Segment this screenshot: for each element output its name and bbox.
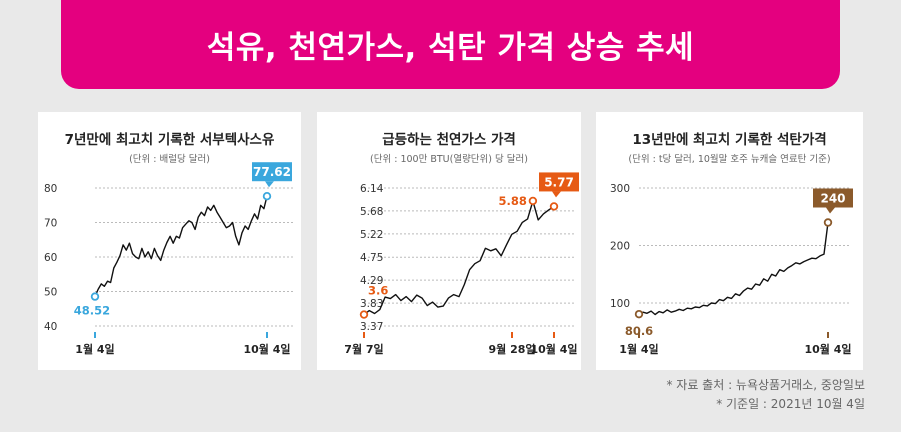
y-tick-label: 3.83: [360, 298, 383, 310]
y-tick-label: 5.68: [360, 206, 383, 218]
chart-title: 13년만에 최고치 기록한 석탄가격: [632, 131, 826, 148]
y-tick-label: 40: [44, 321, 57, 333]
end-value-label: 77.62: [253, 165, 291, 179]
y-tick-label: 70: [44, 218, 57, 230]
y-tick-label: 4.29: [360, 275, 383, 287]
y-tick-label: 200: [610, 241, 630, 253]
chart-title: 급등하는 천연가스 가격: [382, 131, 516, 148]
chart-subtitle: (단위 : 100만 BTU(열량단위) 당 달러): [370, 153, 528, 165]
y-tick-label: 80: [44, 183, 57, 195]
coal-chart: 13년만에 최고치 기록한 석탄가격 (단위 : t당 달러, 10월말 호주 뉴…: [610, 131, 853, 356]
start-point: [90, 292, 100, 301]
y-tick-label: 3.37: [360, 321, 383, 333]
gas-chart: 급등하는 천연가스 가격 (단위 : 100만 BTU(열량단위) 당 달러) 3.…: [344, 131, 579, 356]
date-note: * 기준일 : 2021년 10월 4일: [716, 397, 865, 411]
end-badge-pointer: [265, 181, 274, 188]
x-tick-label: 9월 28일: [488, 342, 535, 356]
end-point: [823, 218, 833, 227]
x-tick-label: 10월 4일: [804, 342, 851, 356]
peak-point: [528, 196, 538, 206]
y-tick-label: 60: [44, 252, 57, 264]
gas-chart-panel: 급등하는 천연가스 가격 (단위 : 100만 BTU(열량단위) 당 달러) 3.…: [317, 112, 581, 370]
x-tick-label: 10월 4일: [530, 342, 577, 356]
peak-value-label: 5.88: [499, 194, 527, 208]
start-value-label: 3.6: [368, 284, 388, 298]
end-value-badge: [539, 172, 579, 192]
y-tick-label: 4.75: [360, 252, 383, 264]
coal-chart-panel: 13년만에 최고치 기록한 석탄가격 (단위 : t당 달러, 10월말 호주 뉴…: [596, 112, 863, 370]
chart-title: 7년만에 최고치 기록한 서부텍사스유: [65, 131, 275, 148]
y-tick-label: 6.14: [360, 183, 384, 195]
y-tick-label: 100: [610, 298, 630, 310]
y-tick-label: 5.22: [360, 229, 383, 241]
start-point: [634, 309, 644, 319]
end-value-label: 240: [820, 192, 845, 206]
y-tick-label: 50: [44, 287, 57, 299]
end-value-badge: [252, 162, 292, 182]
series-line: [638, 222, 829, 316]
start-value-label: 80.6: [625, 324, 653, 338]
end-value-label: 5.77: [544, 175, 574, 189]
x-tick-label: 1월 4일: [619, 342, 658, 356]
notes: * 자료 출처 : 뉴욕상품거래소, 중앙일보 * 기준일 : 2021년 10…: [666, 376, 865, 414]
oil-chart: 7년만에 최고치 기록한 서부텍사스유 (단위 : 배럴당 달러) 40 50 60 70…: [44, 131, 294, 356]
series-line: [94, 196, 268, 297]
series-line: [363, 200, 555, 316]
source-note: * 자료 출처 : 뉴욕상품거래소, 중앙일보: [666, 378, 865, 392]
start-point: [359, 310, 369, 319]
page-title: 석유, 천연가스, 석탄 가격 상승 추세: [206, 30, 695, 66]
oil-chart-panel: 7년만에 최고치 기록한 서부텍사스유 (단위 : 배럴당 달러) 40 50 60 70…: [38, 112, 301, 370]
end-point: [262, 192, 272, 201]
x-tick-label: 1월 4일: [75, 342, 114, 356]
chart-subtitle: (단위 : 배럴당 달러): [129, 153, 210, 165]
start-value-label: 48.52: [74, 304, 110, 318]
y-tick-label: 300: [610, 183, 630, 195]
x-tick-label: 10월 4일: [243, 342, 290, 356]
end-badge-pointer: [826, 207, 835, 214]
end-point: [549, 202, 559, 211]
chart-subtitle: (단위 : t당 달러, 10월말 호주 뉴캐슬 연료탄 기준): [628, 153, 830, 165]
x-tick-label: 7월 7일: [344, 342, 383, 356]
end-value-badge: [813, 188, 853, 208]
end-badge-pointer: [552, 191, 561, 198]
title-banner: 석유, 천연가스, 석탄 가격 상승 추세: [61, 0, 840, 89]
